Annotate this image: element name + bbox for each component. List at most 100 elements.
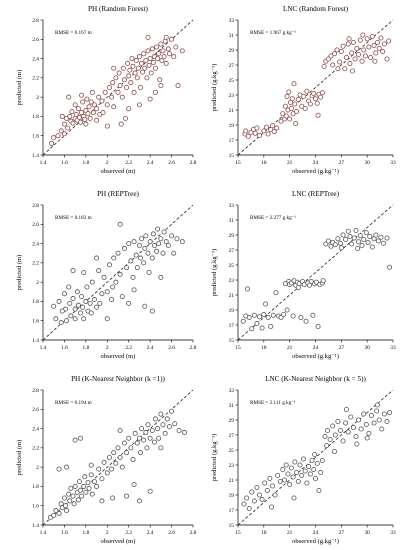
data-point: [51, 135, 57, 141]
data-point: [128, 445, 134, 451]
data-point: [350, 68, 356, 74]
data-point: [161, 229, 167, 235]
data-point: [158, 41, 164, 47]
data-point: [280, 466, 286, 472]
data-point: [140, 69, 146, 75]
data-point: [287, 116, 293, 122]
data-point: [158, 274, 164, 280]
data-point: [375, 238, 381, 244]
data-point: [368, 412, 374, 418]
data-point: [361, 411, 367, 417]
y-tick-label: 2: [36, 465, 39, 471]
data-point: [65, 125, 71, 131]
data-point: [265, 131, 271, 137]
data-point: [156, 241, 162, 247]
data-point: [94, 304, 100, 310]
data-point: [292, 101, 298, 107]
data-point: [53, 508, 59, 514]
data-point: [280, 111, 286, 117]
data-point: [147, 239, 153, 245]
data-point: [106, 262, 112, 268]
data-point: [72, 316, 78, 322]
data-point: [101, 274, 107, 280]
data-point: [59, 308, 65, 314]
x-tick-label: 2.8: [190, 530, 197, 536]
data-point: [72, 437, 78, 443]
data-point: [78, 310, 84, 316]
data-point: [298, 314, 304, 320]
one-to-one-line: [237, 204, 394, 341]
x-tick-label: 1.4: [40, 160, 47, 166]
y-tick-label: 2.6: [32, 222, 39, 228]
data-point: [169, 233, 175, 239]
data-point: [139, 236, 145, 242]
data-point: [171, 54, 177, 60]
data-point: [175, 83, 181, 89]
data-point: [143, 233, 149, 239]
y-tick-label: 21: [229, 293, 235, 299]
data-point: [110, 80, 116, 86]
data-point: [118, 121, 124, 127]
data-point: [282, 103, 288, 109]
data-point: [80, 304, 86, 310]
panel-title: PH (K-Nearest Neighbor (k =1)): [71, 375, 165, 383]
data-point: [76, 114, 82, 120]
x-tick-label: 1.6: [61, 160, 68, 166]
data-point: [179, 48, 185, 54]
data-point: [325, 238, 331, 244]
data-point: [354, 441, 360, 447]
data-point: [302, 106, 308, 112]
data-point: [311, 91, 317, 97]
y-axis-label: predicted (g.kg⁻¹): [211, 434, 218, 482]
data-point: [113, 75, 119, 81]
data-point: [136, 54, 142, 60]
data-point: [66, 94, 72, 100]
data-point: [357, 233, 363, 239]
data-point: [79, 110, 85, 116]
data-point: [151, 439, 157, 445]
data-point: [131, 89, 137, 95]
data-point: [338, 245, 344, 251]
data-point: [55, 133, 61, 139]
data-point: [66, 491, 72, 497]
data-point: [104, 316, 110, 322]
data-point: [376, 46, 382, 52]
x-tick-label: 2.4: [147, 345, 154, 351]
data-point: [131, 287, 137, 293]
data-point: [132, 70, 138, 76]
data-point: [71, 501, 77, 507]
y-tick-label: 1.8: [32, 299, 39, 305]
data-point: [284, 94, 290, 100]
data-point: [111, 65, 117, 71]
data-point: [349, 241, 355, 247]
data-point: [347, 233, 353, 239]
x-tick-label: 2.2: [125, 160, 132, 166]
data-point: [261, 128, 267, 134]
y-tick-label: 31: [229, 403, 235, 409]
data-point: [152, 65, 158, 71]
scatter-panel: LNC (K-Nearest Neighbor (k = 5)) 15 18 21 24…: [211, 375, 396, 545]
data-point: [91, 296, 97, 302]
data-point: [340, 43, 346, 49]
data-point: [299, 103, 305, 109]
data-point: [117, 271, 123, 277]
data-point: [354, 46, 360, 52]
data-point: [81, 483, 87, 489]
data-point: [70, 296, 76, 302]
data-point: [149, 427, 155, 433]
y-tick-label: 2: [36, 95, 39, 101]
data-point: [257, 132, 263, 138]
data-point: [56, 510, 62, 516]
data-point: [119, 294, 125, 300]
data-point: [245, 133, 251, 139]
data-point: [125, 60, 131, 66]
data-point: [335, 418, 341, 424]
x-tick-label: 15: [235, 345, 241, 351]
data-point: [150, 231, 156, 237]
data-point: [58, 320, 64, 326]
data-point: [273, 290, 279, 296]
data-point: [268, 323, 274, 329]
data-point: [378, 35, 384, 41]
data-point: [290, 111, 296, 117]
data-point: [358, 426, 364, 432]
